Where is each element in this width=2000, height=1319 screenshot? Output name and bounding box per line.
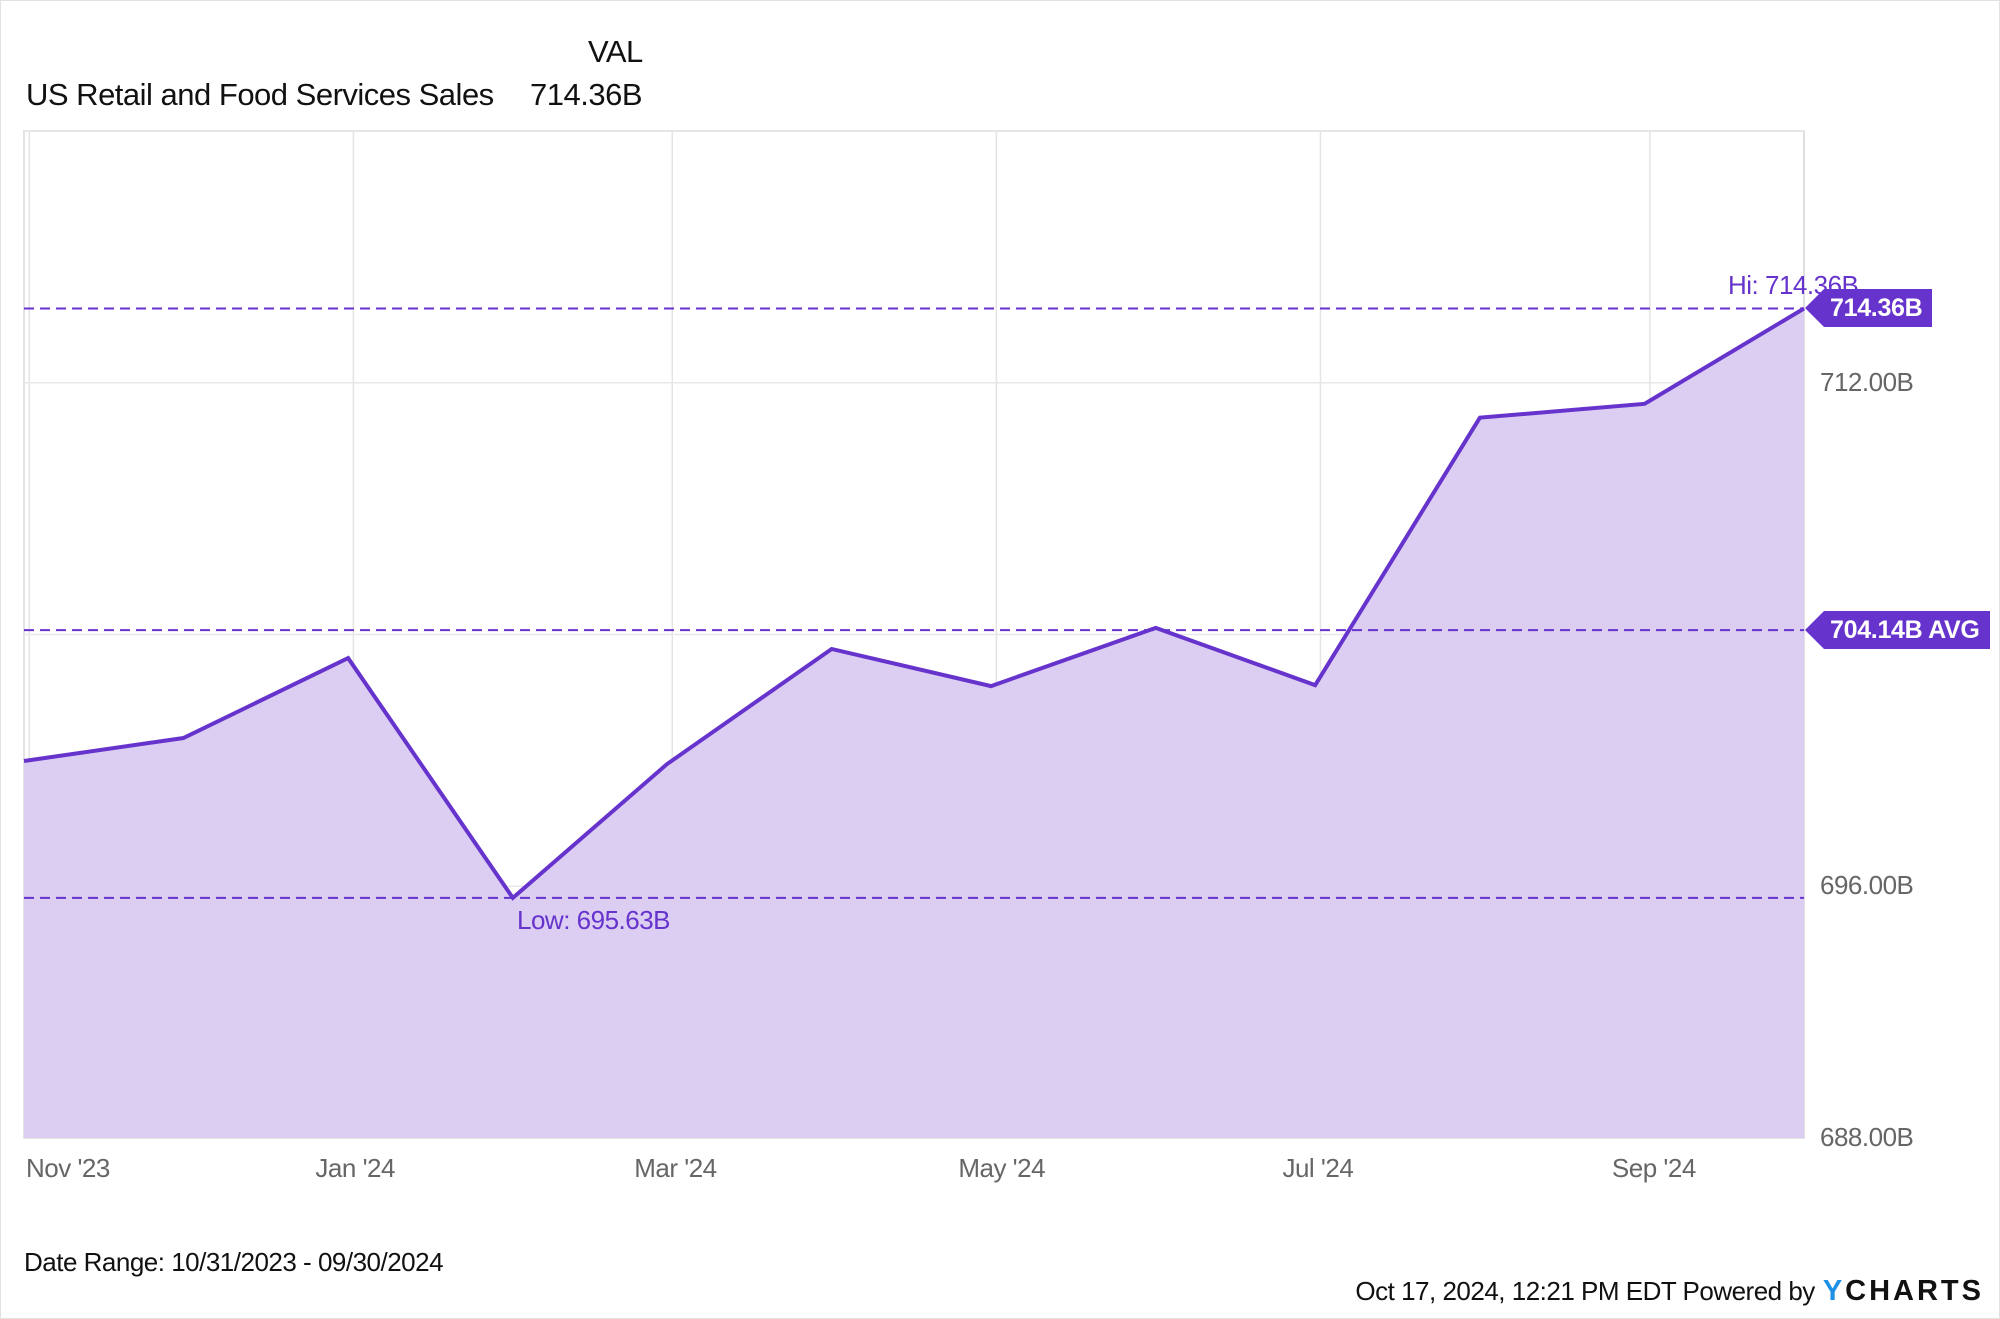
average-badge: 704.14B AVG bbox=[1805, 611, 1990, 650]
series-line[interactable] bbox=[23, 306, 1806, 901]
x-tick-label: Jul '24 bbox=[1282, 1153, 1354, 1183]
low-annotation: Low: 695.63B bbox=[517, 905, 671, 935]
y-tick-label: 696.00B bbox=[1820, 870, 1914, 901]
x-tick-label: Sep '24 bbox=[1611, 1153, 1696, 1183]
date-range: Date Range: 10/31/2023 - 09/30/2024 bbox=[24, 1247, 444, 1277]
last-value-badge: 714.36B bbox=[1804, 289, 1933, 328]
area-fill bbox=[24, 308, 1804, 1138]
x-tick-label: May '24 bbox=[958, 1153, 1046, 1183]
ycharts-logo-text: CHARTS bbox=[1845, 1275, 1984, 1307]
footer-attribution: Oct 17, 2024, 12:21 PM EDT Powered by YC… bbox=[1355, 1275, 1984, 1308]
legend-series-name[interactable]: US Retail and Food Services Sales bbox=[26, 77, 494, 112]
y-tick-label: 712.00B bbox=[1820, 366, 1914, 397]
timestamp: Oct 17, 2024, 12:21 PM EDT Powered by bbox=[1355, 1276, 1815, 1306]
legend-column-label: VAL bbox=[588, 34, 643, 69]
reference-lines bbox=[24, 307, 1804, 899]
x-tick-label: Nov '23 bbox=[26, 1153, 110, 1183]
x-tick-label: Jan '24 bbox=[315, 1153, 395, 1183]
y-tick-label: 688.00B bbox=[1820, 1122, 1914, 1152]
x-tick-label: Mar '24 bbox=[634, 1153, 717, 1183]
legend-series-value: 714.36B bbox=[530, 77, 643, 112]
ycharts-logo[interactable]: YCHARTS bbox=[1823, 1275, 1984, 1308]
ycharts-logo-y: Y bbox=[1822, 1275, 1846, 1307]
